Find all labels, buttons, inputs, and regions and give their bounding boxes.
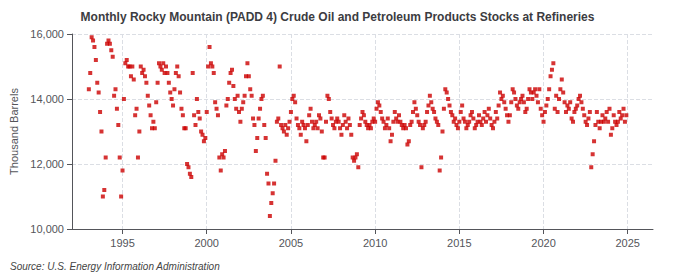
- svg-text:Thousand Barrels: Thousand Barrels: [8, 88, 20, 175]
- svg-text:2005: 2005: [279, 237, 303, 249]
- svg-text:1995: 1995: [110, 237, 134, 249]
- svg-text:2000: 2000: [194, 237, 218, 249]
- svg-text:14,000: 14,000: [30, 93, 64, 105]
- svg-text:16,000: 16,000: [30, 28, 64, 40]
- svg-text:Source: U.S. Energy Informatio: Source: U.S. Energy Information Administ…: [10, 261, 220, 272]
- svg-text:12,000: 12,000: [30, 158, 64, 170]
- svg-text:2020: 2020: [531, 237, 555, 249]
- svg-text:Monthly Rocky Mountain (PADD 4: Monthly Rocky Mountain (PADD 4) Crude Oi…: [81, 10, 595, 24]
- svg-text:2010: 2010: [363, 237, 387, 249]
- svg-text:10,000: 10,000: [30, 223, 64, 235]
- svg-text:2015: 2015: [447, 237, 471, 249]
- svg-text:2025: 2025: [615, 237, 639, 249]
